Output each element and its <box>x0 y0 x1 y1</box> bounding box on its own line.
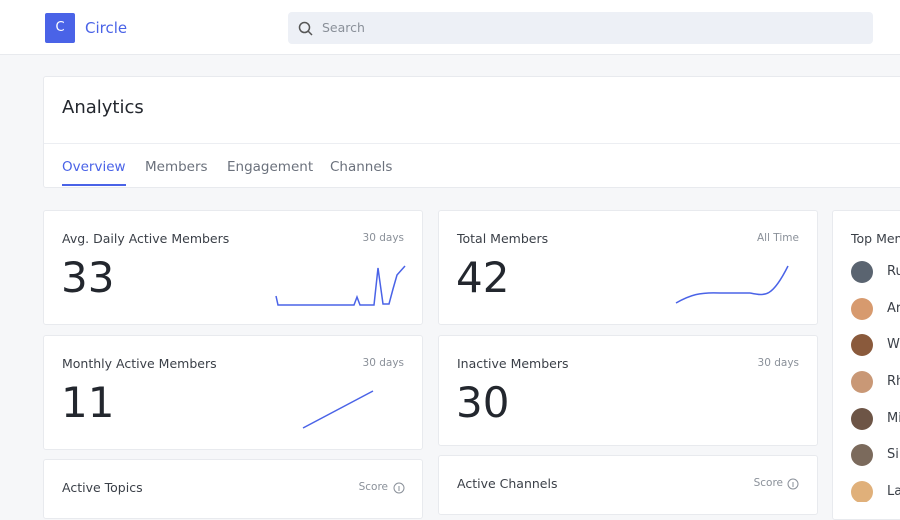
tab[interactable]: Channels <box>330 159 393 175</box>
card-period: 30 days <box>362 232 404 244</box>
brand[interactable]: Circle <box>85 19 128 37</box>
sparkline <box>302 390 374 429</box>
sparkline <box>275 265 406 306</box>
member-name[interactable]: Mi <box>887 411 900 426</box>
member-name[interactable]: La <box>887 484 900 499</box>
sparkline <box>675 265 789 304</box>
card-title: Inactive Members <box>457 356 569 371</box>
page: C Circle Search Analytics Overview Membe… <box>0 12 900 520</box>
avatars <box>851 261 873 502</box>
analytics-panel <box>43 76 900 188</box>
card-period: 30 days <box>362 357 404 369</box>
tab[interactable]: Engagement <box>227 159 314 175</box>
member-name[interactable]: Rh <box>887 374 900 389</box>
search-icon <box>298 21 313 36</box>
stat-card: Total Members All Time 42 <box>438 210 818 325</box>
card-period: All Time <box>756 232 799 244</box>
member-name[interactable]: Ar <box>887 301 900 316</box>
divider <box>44 143 900 144</box>
card-value: 30 <box>456 378 510 427</box>
member-name[interactable]: Si <box>887 447 899 462</box>
card-period: Score <box>753 477 783 489</box>
card-title: Monthly Active Members <box>62 356 217 371</box>
tab[interactable]: Members <box>145 159 208 175</box>
card-title: Active Topics <box>62 480 143 495</box>
stat-card: Inactive Members 30 days 30 <box>438 335 818 446</box>
card-value: 42 <box>456 253 510 302</box>
page-title: Analytics <box>62 97 144 118</box>
card-title: Active Channels <box>457 476 558 491</box>
decorations <box>275 261 873 502</box>
card-title: Top Mem <box>851 231 900 246</box>
card-value: 11 <box>61 378 115 427</box>
top-members-card: Top Mem <box>832 210 900 520</box>
search-placeholder: Search <box>322 20 365 35</box>
card-period: Score <box>358 481 388 493</box>
info-icons <box>393 478 799 494</box>
member-name[interactable]: Ru <box>887 264 900 279</box>
card-value: 33 <box>61 253 115 302</box>
card-period: 30 days <box>757 357 799 369</box>
logo[interactable]: C <box>45 13 75 43</box>
member-name[interactable]: W <box>887 337 900 352</box>
tab-underline <box>62 184 126 186</box>
card-title: Avg. Daily Active Members <box>62 231 230 246</box>
stat-card: Avg. Daily Active Members 30 days 33 <box>43 210 423 325</box>
search-bar[interactable] <box>288 12 873 44</box>
tab[interactable]: Overview <box>62 159 126 175</box>
card-title: Total Members <box>457 231 549 246</box>
stat-card: Monthly Active Members 30 days 11 <box>43 335 423 450</box>
